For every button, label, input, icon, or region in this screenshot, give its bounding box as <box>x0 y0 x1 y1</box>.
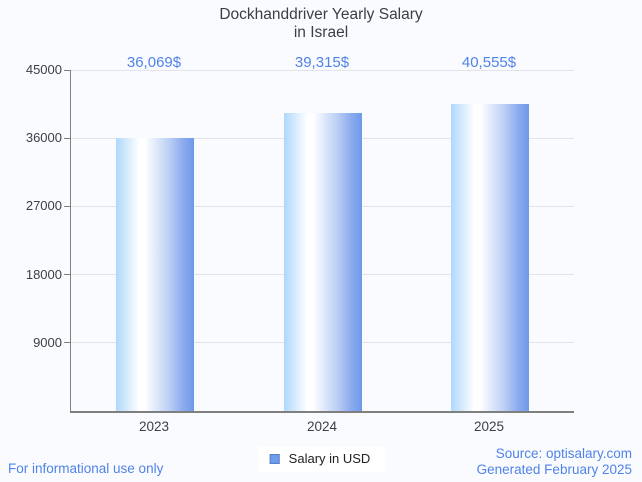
y-axis-tick <box>64 342 71 344</box>
bar-value-label: 36,069$ <box>126 54 182 71</box>
y-axis-tick <box>64 274 71 276</box>
source-attribution: Source: optisalary.com Generated Februar… <box>477 446 632 478</box>
legend-swatch-icon <box>269 454 280 464</box>
y-axis-tick-label: 36000 <box>25 130 62 146</box>
chart-title-line2: in Israel <box>293 24 349 41</box>
legend-label: Salary in USD <box>288 451 371 466</box>
y-axis-tick <box>64 205 71 207</box>
plot-area <box>64 69 574 413</box>
x-axis-category-label: 2023 <box>138 419 170 434</box>
y-axis-tick <box>64 137 71 139</box>
chart-title: Dockhanddriver Yearly Salary in Israel <box>0 6 642 42</box>
y-axis-tick <box>64 69 71 71</box>
gridline <box>71 69 574 71</box>
chart-title-line1: Dockhanddriver Yearly Salary <box>219 6 423 23</box>
y-axis-tick-label: 9000 <box>33 334 62 350</box>
y-axis-tick-label: 18000 <box>25 266 62 282</box>
x-axis-category-label: 2024 <box>306 419 338 434</box>
y-axis-tick-label: 27000 <box>25 198 62 214</box>
y-axis-tick-label: 45000 <box>25 62 62 77</box>
x-axis-category-label: 2025 <box>473 419 505 434</box>
bar-2024 <box>284 113 362 411</box>
bar-value-label: 40,555$ <box>461 54 517 71</box>
bar-2023 <box>116 138 194 411</box>
generated-line: Generated February 2025 <box>476 462 632 477</box>
legend: Salary in USD <box>257 447 385 472</box>
disclaimer-text: For informational use only <box>8 461 164 476</box>
bar-2025 <box>451 104 529 411</box>
source-line: Source: optisalary.com <box>495 446 632 461</box>
bar-value-label: 39,315$ <box>294 54 350 71</box>
